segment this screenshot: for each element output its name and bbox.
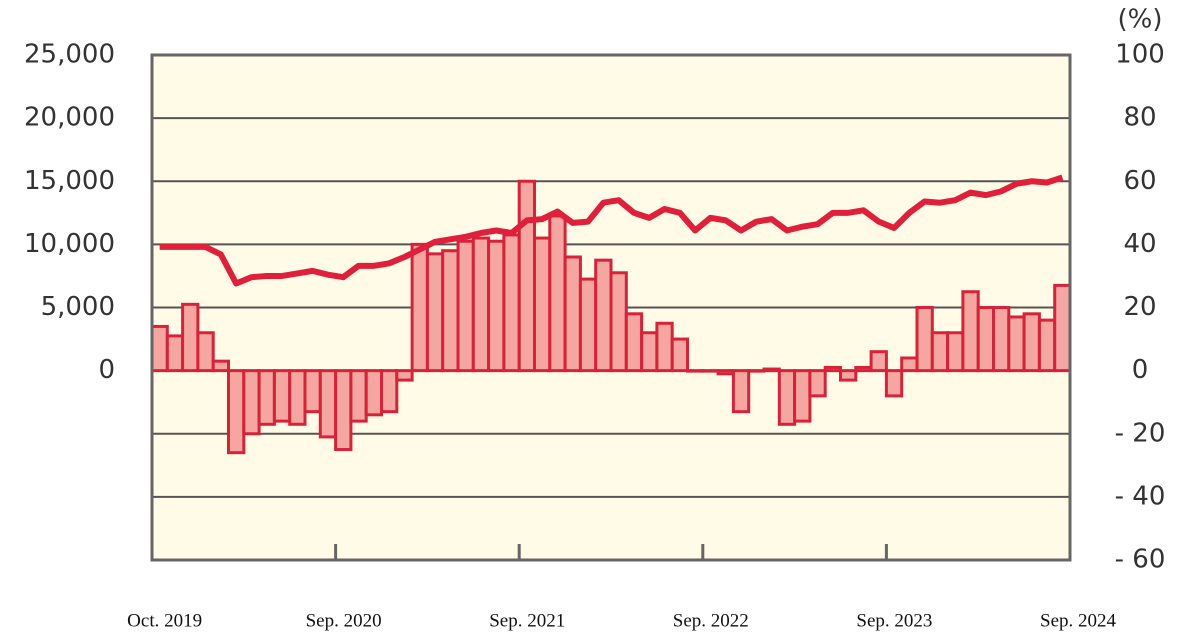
y2-tick-label: 40 bbox=[1123, 229, 1156, 259]
bar bbox=[900, 356, 919, 373]
bar bbox=[1037, 318, 1057, 373]
bar bbox=[456, 239, 475, 373]
bar bbox=[624, 312, 644, 373]
bar bbox=[196, 331, 215, 373]
bar bbox=[701, 369, 720, 373]
bar bbox=[1053, 283, 1072, 373]
bar bbox=[747, 369, 766, 373]
bar bbox=[930, 331, 950, 373]
y2-tick-label: 0 bbox=[1132, 355, 1149, 385]
y2-tick-label: 60 bbox=[1123, 166, 1156, 196]
bar bbox=[533, 236, 552, 373]
bar bbox=[869, 350, 888, 373]
y-tick-label: 25,000 bbox=[24, 40, 115, 70]
x-tick-label: Sep. 2021 bbox=[489, 610, 565, 631]
x-tick-label: Oct. 2019 bbox=[127, 610, 202, 631]
bar bbox=[731, 369, 751, 414]
bar bbox=[517, 179, 537, 373]
bar bbox=[594, 258, 613, 373]
y-tick-label: 5,000 bbox=[41, 292, 115, 322]
y-tick-label: 10,000 bbox=[24, 229, 115, 259]
bar bbox=[288, 369, 307, 426]
bar bbox=[441, 249, 460, 373]
y-tick-label: 0 bbox=[98, 355, 115, 385]
bar bbox=[380, 369, 399, 414]
bar bbox=[777, 369, 797, 426]
y-tick-label: 15,000 bbox=[24, 166, 115, 196]
bar bbox=[211, 359, 230, 373]
y2-tick-label: 80 bbox=[1123, 103, 1156, 133]
bar bbox=[227, 369, 246, 455]
bar bbox=[1007, 315, 1026, 373]
bar bbox=[548, 214, 567, 373]
bar bbox=[242, 369, 261, 436]
y2-tick-label: - 40 bbox=[1115, 481, 1166, 511]
bar bbox=[915, 306, 934, 373]
bar bbox=[823, 365, 843, 373]
bar bbox=[686, 369, 705, 373]
bar bbox=[884, 369, 904, 398]
bar bbox=[716, 369, 735, 376]
bar bbox=[946, 331, 965, 373]
y2-tick-label: - 60 bbox=[1115, 545, 1166, 575]
x-tick-label: Sep. 2024 bbox=[1040, 610, 1117, 631]
bar bbox=[318, 369, 338, 439]
y-tick-label: 20,000 bbox=[24, 103, 115, 133]
bar bbox=[487, 239, 506, 373]
bar bbox=[272, 369, 292, 423]
bar bbox=[640, 331, 659, 373]
line bbox=[159, 174, 1064, 287]
bar bbox=[303, 369, 322, 414]
bar bbox=[410, 242, 429, 373]
bar bbox=[334, 369, 353, 452]
bar bbox=[793, 369, 812, 423]
bar bbox=[961, 290, 980, 373]
plot-border bbox=[150, 53, 1072, 562]
bar bbox=[670, 337, 690, 373]
bar bbox=[150, 324, 169, 373]
bar bbox=[762, 367, 781, 373]
bar bbox=[349, 369, 368, 423]
bar bbox=[395, 369, 414, 382]
bar bbox=[839, 369, 858, 382]
bar bbox=[181, 302, 200, 373]
bar bbox=[992, 306, 1011, 373]
bar bbox=[578, 277, 598, 373]
bar bbox=[854, 365, 873, 373]
bar bbox=[364, 369, 384, 417]
bar bbox=[165, 334, 185, 373]
bar bbox=[808, 369, 827, 398]
bar bbox=[655, 321, 674, 373]
bar bbox=[563, 255, 582, 373]
bar bbox=[609, 271, 628, 373]
x-tick-label: Sep. 2020 bbox=[306, 610, 382, 631]
bar bbox=[1022, 312, 1041, 373]
y2-tick-label: - 20 bbox=[1115, 418, 1166, 448]
x-tick-label: Sep. 2023 bbox=[856, 610, 932, 631]
x-tick-label: Sep. 2022 bbox=[673, 610, 749, 631]
y2-tick-label: 20 bbox=[1123, 292, 1156, 322]
y2-tick-label: 100 bbox=[1115, 40, 1165, 70]
y2-axis-label: (%) bbox=[1118, 5, 1163, 35]
bar bbox=[425, 252, 445, 373]
bar bbox=[257, 369, 276, 426]
bar bbox=[471, 236, 491, 373]
bar bbox=[976, 306, 996, 373]
bar bbox=[502, 233, 521, 373]
